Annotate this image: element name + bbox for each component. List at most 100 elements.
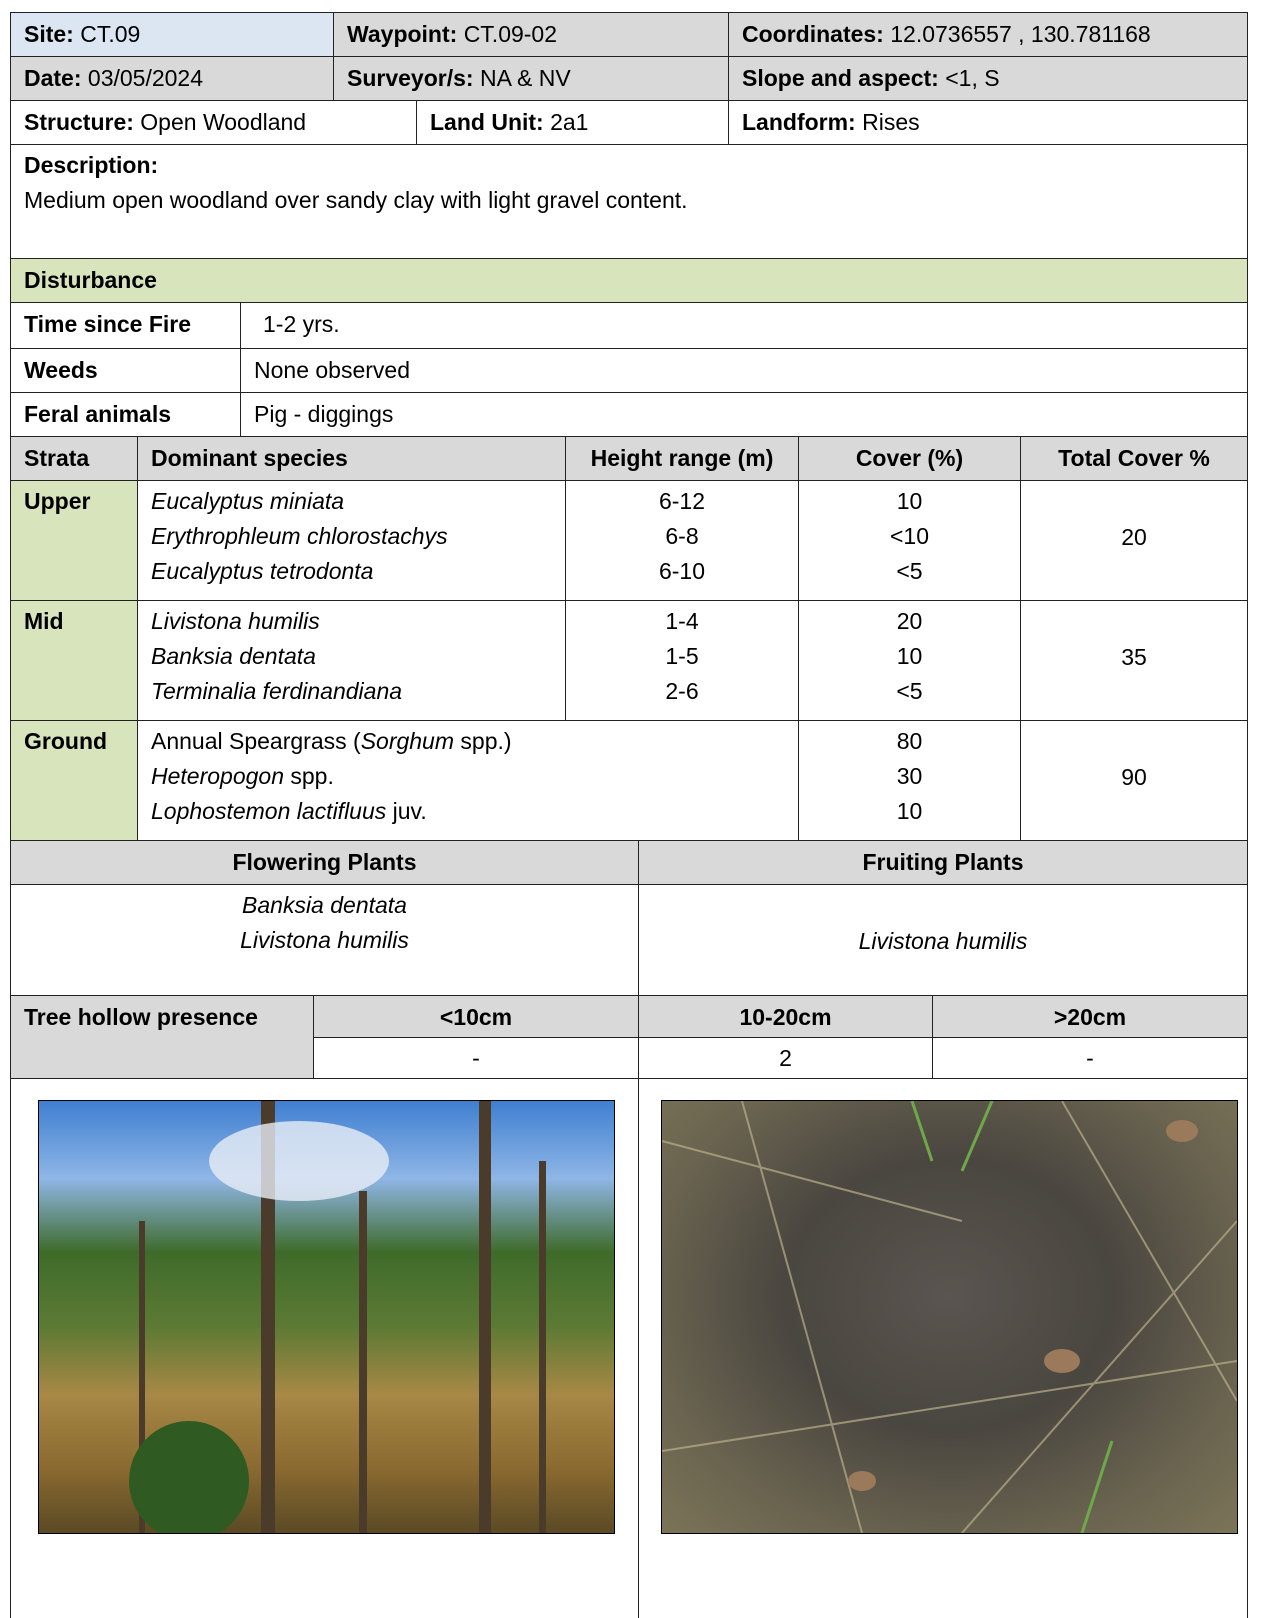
value: NA & NV	[480, 65, 571, 91]
label: Description:	[24, 148, 1234, 183]
label: Date:	[24, 65, 82, 91]
label-cell: Time since Fire	[10, 302, 241, 349]
label: Weeds	[24, 357, 98, 383]
header-text: Cover (%)	[856, 445, 963, 471]
photo-art	[39, 1101, 614, 1533]
waypoint-cell: Waypoint: CT.09-02	[333, 12, 729, 57]
label: Tree hollow presence	[24, 1004, 258, 1030]
species: Eucalyptus tetrodonta	[151, 554, 552, 589]
label: Site:	[24, 21, 74, 47]
species: Eucalyptus miniata	[151, 484, 552, 519]
stratum: Upper	[24, 484, 124, 519]
height: 6-12	[579, 484, 785, 519]
height: 2-6	[579, 674, 785, 709]
description-text: Medium open woodland over sandy clay wit…	[24, 183, 1234, 218]
value-cell: None observed	[240, 348, 1248, 393]
value-cell: Pig - diggings	[240, 392, 1248, 437]
value-cell: -	[313, 1037, 639, 1079]
diggings-photo	[661, 1100, 1238, 1534]
value: Rises	[862, 109, 920, 135]
label: Time since Fire	[24, 311, 191, 337]
cover: <5	[812, 674, 1007, 709]
species-cell: Annual Speargrass (Sorghum spp.) Heterop…	[137, 720, 799, 841]
header-text: 10-20cm	[739, 1004, 831, 1030]
date-cell: Date: 03/05/2024	[10, 56, 334, 101]
value: Open Woodland	[140, 109, 306, 135]
woodland-photo	[38, 1100, 615, 1534]
stratum-cell: Mid	[10, 600, 138, 721]
column-header: Total Cover %	[1020, 436, 1248, 481]
slope-cell: Slope and aspect: <1, S	[728, 56, 1248, 101]
value: 12.0736557 , 130.781168	[890, 21, 1151, 47]
total-cell: 35	[1020, 600, 1248, 721]
header-text: Strata	[24, 445, 89, 471]
cover: 10	[812, 639, 1007, 674]
label: Feral animals	[24, 401, 171, 427]
site-cell: Site: CT.09	[10, 12, 334, 57]
value: CT.09-02	[464, 21, 557, 47]
cover: 30	[812, 759, 1007, 794]
height: 6-8	[579, 519, 785, 554]
column-header: 10-20cm	[638, 995, 933, 1038]
total-cell: 90	[1020, 720, 1248, 841]
cover: 20	[812, 604, 1007, 639]
value: 1-2 yrs.	[263, 311, 340, 337]
species-part: Heteropogon	[151, 763, 284, 789]
value: CT.09	[80, 21, 140, 47]
species-part: spp.)	[454, 728, 512, 754]
total: 90	[1121, 764, 1147, 790]
species: Annual Speargrass (Sorghum spp.)	[151, 724, 785, 759]
header-text: Flowering Plants	[232, 849, 416, 875]
survey-sheet: Site: CT.09 Waypoint: CT.09-02 Coordinat…	[0, 0, 1287, 1618]
value: 03/05/2024	[88, 65, 203, 91]
total: 20	[1121, 524, 1147, 550]
photo-art	[662, 1101, 1237, 1533]
landform-cell: Landform: Rises	[728, 100, 1248, 145]
column-header: Height range (m)	[565, 436, 799, 481]
label: Waypoint:	[347, 21, 457, 47]
label: Landform:	[742, 109, 856, 135]
description-cell: Description:Medium open woodland over sa…	[10, 144, 1248, 259]
column-header: Fruiting Plants	[638, 840, 1248, 885]
header-text: Dominant species	[151, 445, 348, 471]
species: Lophostemon lactifluus juv.	[151, 794, 785, 829]
species: Banksia dentata	[151, 639, 552, 674]
label-cell: Weeds	[10, 348, 241, 393]
stratum: Mid	[24, 604, 124, 639]
cover: 10	[812, 484, 1007, 519]
cover-cell: 2010<5	[798, 600, 1021, 721]
coordinates-cell: Coordinates: 12.0736557 , 130.781168	[728, 12, 1248, 57]
column-header: Cover (%)	[798, 436, 1021, 481]
surveyors-cell: Surveyor/s: NA & NV	[333, 56, 729, 101]
label: Coordinates:	[742, 21, 884, 47]
value-cell: 2	[638, 1037, 933, 1079]
land-unit-cell: Land Unit: 2a1	[416, 100, 729, 145]
value: -	[1086, 1045, 1094, 1071]
section-title: Disturbance	[10, 258, 1248, 303]
value-cell: -	[932, 1037, 1248, 1079]
label: Slope and aspect:	[742, 65, 939, 91]
header-text: <10cm	[440, 1004, 512, 1030]
species: Terminalia ferdinandiana	[151, 674, 552, 709]
stratum-cell: Upper	[10, 480, 138, 601]
value: None observed	[254, 357, 410, 383]
cover: <10	[812, 519, 1007, 554]
species: Livistona humilis	[859, 928, 1028, 954]
column-header: Dominant species	[137, 436, 566, 481]
height: 1-5	[579, 639, 785, 674]
cover: 10	[812, 794, 1007, 829]
height: 1-4	[579, 604, 785, 639]
value: <1, S	[945, 65, 999, 91]
column-header: Strata	[10, 436, 138, 481]
page: {"header":{"site":{"label":"Site:","valu…	[0, 0, 1287, 1618]
column-header: <10cm	[313, 995, 639, 1038]
label: Surveyor/s:	[347, 65, 474, 91]
label-cell: Feral animals	[10, 392, 241, 437]
value: Pig - diggings	[254, 401, 393, 427]
